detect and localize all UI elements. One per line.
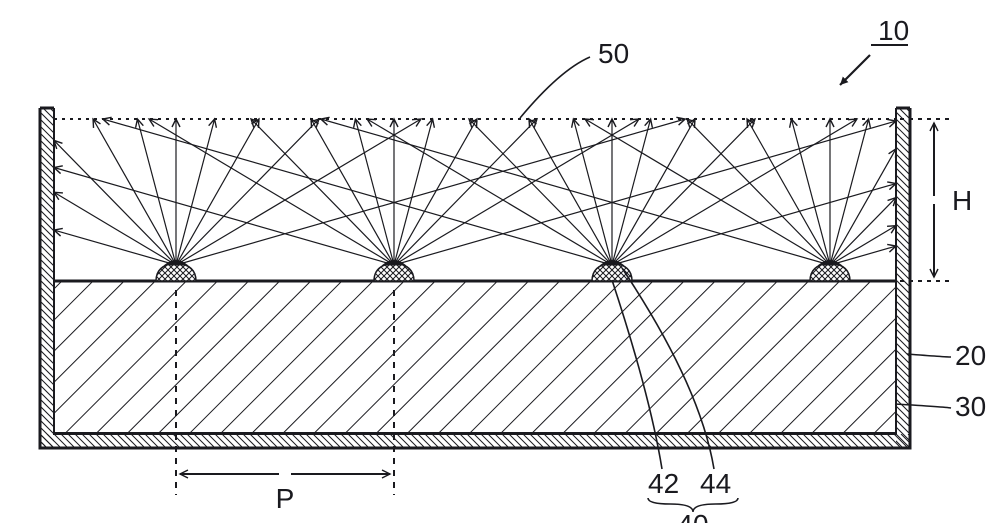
ray xyxy=(612,119,651,265)
ray xyxy=(137,119,176,265)
led-body xyxy=(156,263,196,281)
label-30: 30 xyxy=(955,391,986,422)
label-20: 20 xyxy=(955,340,986,371)
leader-20 xyxy=(907,354,951,357)
ray xyxy=(791,119,830,265)
label-H: H xyxy=(952,185,972,216)
ray xyxy=(394,119,477,265)
label-10: 10 xyxy=(878,15,909,46)
label-40: 40 xyxy=(677,509,708,523)
ray xyxy=(176,119,259,265)
led-body xyxy=(810,263,850,281)
ray xyxy=(747,119,830,265)
ray xyxy=(585,119,830,265)
ray xyxy=(176,119,215,265)
wall-hatch xyxy=(26,434,936,448)
ray xyxy=(612,119,695,265)
ray xyxy=(54,230,176,265)
label-42: 42 xyxy=(648,468,679,499)
ray xyxy=(176,119,421,265)
label-44: 44 xyxy=(700,468,731,499)
ray xyxy=(394,119,433,265)
arrow-10 xyxy=(840,55,870,85)
label-50: 50 xyxy=(598,38,629,69)
leader-50 xyxy=(520,57,590,118)
led-body xyxy=(374,263,414,281)
ray xyxy=(394,121,896,265)
ray xyxy=(93,119,176,265)
ray xyxy=(830,119,869,265)
ray xyxy=(54,168,394,265)
ray xyxy=(529,119,612,265)
label-P: P xyxy=(276,483,295,514)
led-body xyxy=(592,263,632,281)
ray xyxy=(573,119,612,265)
ray xyxy=(355,119,394,265)
substrate xyxy=(54,281,896,433)
ray xyxy=(311,119,394,265)
